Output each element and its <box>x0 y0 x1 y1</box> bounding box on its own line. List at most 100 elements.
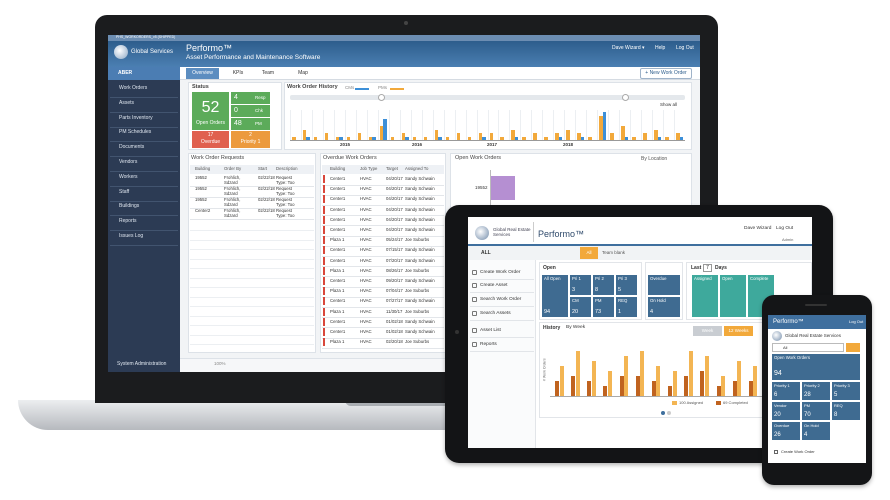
grid-line <box>344 110 346 140</box>
tab[interactable]: KPIs <box>232 70 244 76</box>
cell: Center1 <box>330 298 346 304</box>
open-tile[interactable] <box>772 354 860 380</box>
sidebar-item[interactable]: Buildings <box>119 203 140 210</box>
show-all[interactable]: Show all <box>660 102 678 107</box>
user-menu-item[interactable]: Help <box>655 45 666 51</box>
bar <box>372 136 376 140</box>
grid-line <box>498 110 499 140</box>
kpi-tile[interactable] <box>593 297 614 317</box>
zoom-level: 100% <box>214 361 226 366</box>
range-button[interactable] <box>693 326 722 336</box>
nav-item[interactable]: Search Assets <box>480 310 511 316</box>
nav-item[interactable]: Asset List <box>480 327 501 333</box>
bar <box>704 356 709 396</box>
action[interactable]: Create Work Order <box>781 449 815 454</box>
divider <box>533 222 534 242</box>
sidebar-item[interactable]: Work Orders <box>119 85 148 91</box>
kpi-tile[interactable] <box>772 382 800 400</box>
group-by[interactable]: By Location <box>641 156 668 162</box>
kpi-tile[interactable] <box>720 275 746 317</box>
bar <box>665 136 669 140</box>
overdue-marker <box>323 328 325 336</box>
user-name[interactable]: Dave Wizard <box>744 226 772 231</box>
cell: Sandy Schwain <box>405 318 435 324</box>
cell: Joe Suburbs <box>405 237 430 243</box>
sidebar-item[interactable]: Workers <box>119 173 138 180</box>
filter-chip[interactable] <box>580 247 598 259</box>
filter-select[interactable] <box>772 343 844 352</box>
kpi-tile[interactable] <box>772 402 800 420</box>
kpi-tile[interactable] <box>802 422 830 440</box>
sidebar-item[interactable]: Staff <box>119 188 130 195</box>
tab[interactable]: Team <box>261 70 275 76</box>
kpi-tile[interactable] <box>832 382 860 400</box>
nav-item[interactable]: Create Asset <box>480 282 508 288</box>
kpi-tile[interactable] <box>692 275 718 317</box>
kpi-tile[interactable] <box>648 275 680 295</box>
sidebar-item[interactable]: Reports <box>119 218 137 225</box>
kpi-tile[interactable] <box>570 297 591 317</box>
grid-line <box>652 110 653 140</box>
nav-item[interactable]: Search Work Order <box>480 296 522 302</box>
kpi-tile[interactable] <box>593 275 614 295</box>
bar <box>737 361 742 396</box>
kpi-tile[interactable] <box>772 422 800 440</box>
kpi-tile[interactable] <box>802 402 830 420</box>
panel-title: Work Order History <box>287 84 338 90</box>
sidebar-item[interactable]: Documents <box>119 144 145 151</box>
pager-dot[interactable] <box>661 411 665 415</box>
bar <box>748 381 753 396</box>
kpi-tile[interactable] <box>542 275 568 317</box>
sidebar-item[interactable]: Parts Inventory <box>119 114 153 121</box>
cell: Center1 <box>330 318 346 324</box>
kpi-tile[interactable] <box>832 402 860 420</box>
row-line <box>190 277 314 278</box>
bar <box>368 136 373 140</box>
kpi-tile[interactable] <box>570 275 591 295</box>
kpi-tile[interactable] <box>616 297 637 317</box>
cell: Frohlich, Sdzard <box>224 208 241 218</box>
range-button[interactable] <box>724 326 753 336</box>
filter-button[interactable] <box>846 343 860 352</box>
sidebar-item[interactable]: PM Schedules <box>119 129 152 136</box>
category-label: 19552 <box>475 185 488 190</box>
priority-tile <box>231 131 270 148</box>
logout[interactable]: Log Out <box>776 226 794 231</box>
kpi-tile[interactable] <box>802 382 830 400</box>
user-menu-item[interactable]: Log Out <box>676 45 694 51</box>
row-line <box>190 219 314 220</box>
sidebar-item[interactable]: Assets <box>119 99 135 106</box>
column-header: Start <box>258 166 268 171</box>
scope[interactable]: ALL <box>481 250 491 256</box>
cell: 05/24/17 <box>386 237 403 243</box>
kpi-tile[interactable] <box>616 275 637 295</box>
row-line <box>190 197 314 198</box>
bar <box>688 351 693 396</box>
user-menu-item[interactable]: Dave Wizard ▾ <box>612 45 645 51</box>
kpi-tile[interactable] <box>648 297 680 317</box>
tab[interactable]: Overview <box>192 70 213 76</box>
new-button[interactable] <box>640 68 692 79</box>
cell: Center1 <box>330 216 346 222</box>
pager-dot[interactable] <box>667 411 671 415</box>
logout[interactable]: Log Out <box>849 319 864 324</box>
bar <box>635 376 640 396</box>
grid-line <box>586 110 587 140</box>
nav-item[interactable]: Reports <box>480 341 497 347</box>
overdue-marker <box>323 215 325 224</box>
bar <box>588 136 592 140</box>
app-header <box>108 41 700 67</box>
overdue-tile <box>192 131 229 148</box>
tile-label: REQ <box>834 403 843 408</box>
bar <box>603 386 608 396</box>
sidebar-item[interactable]: Vendors <box>119 159 138 165</box>
row-line <box>322 327 444 328</box>
bar <box>401 133 406 140</box>
tab[interactable]: Map <box>298 70 308 76</box>
row-line <box>322 215 444 216</box>
sidebar-item[interactable]: Issues Log <box>119 233 144 239</box>
days-box[interactable] <box>703 264 712 272</box>
cell: HVAC <box>360 308 372 314</box>
sidebar-footer[interactable]: System Administration <box>117 361 167 367</box>
nav-item[interactable]: Create Work Order <box>480 269 521 275</box>
